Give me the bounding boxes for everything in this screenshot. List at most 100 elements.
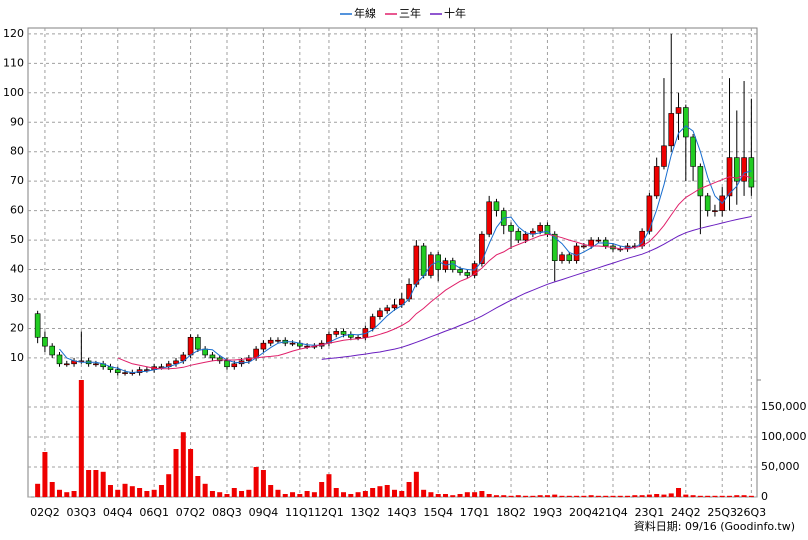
candle-body bbox=[646, 195, 653, 232]
y-tick-label: 50 bbox=[10, 233, 24, 246]
x-tick-label: 14Q3 bbox=[387, 506, 417, 519]
candle-body bbox=[231, 363, 238, 368]
x-tick-label: 06Q1 bbox=[139, 506, 169, 519]
volume-bar bbox=[137, 488, 143, 497]
x-tick-label: 02Q2 bbox=[30, 506, 60, 519]
volume-bar bbox=[617, 495, 623, 497]
volume-bar bbox=[180, 432, 186, 497]
candle-body bbox=[522, 233, 529, 241]
candle-body bbox=[486, 201, 492, 235]
candle-body bbox=[479, 233, 485, 264]
y-tick-label: 60 bbox=[10, 204, 24, 217]
x-tick-label: 09Q4 bbox=[249, 506, 279, 519]
y-tick-label: 20 bbox=[10, 321, 24, 334]
candle-body bbox=[413, 245, 420, 285]
volume-bar bbox=[748, 495, 754, 497]
x-tick-label: 24Q2 bbox=[671, 506, 701, 519]
candle-body bbox=[384, 307, 391, 312]
volume-bar bbox=[508, 495, 514, 497]
volume-bar bbox=[362, 491, 368, 497]
candle-body bbox=[93, 363, 99, 366]
y2-tick-label: 0 bbox=[761, 490, 768, 503]
volume-bar bbox=[464, 492, 470, 497]
volume-bar bbox=[326, 474, 332, 497]
candle-body bbox=[202, 348, 208, 356]
candle-body bbox=[741, 157, 747, 182]
candle-body bbox=[588, 239, 594, 247]
volume-bar bbox=[515, 495, 521, 497]
volume-bar bbox=[224, 494, 230, 497]
volume-bar bbox=[173, 449, 179, 497]
volume-bar bbox=[56, 489, 62, 497]
volume-bar bbox=[472, 492, 478, 497]
volume-bar bbox=[341, 492, 347, 497]
volume-bar bbox=[290, 492, 296, 497]
volume-bar bbox=[435, 494, 441, 497]
volume-bar bbox=[231, 488, 237, 497]
volume-bar bbox=[275, 489, 281, 497]
candle-body bbox=[377, 310, 383, 317]
volume-bar bbox=[319, 482, 325, 497]
candle-body bbox=[537, 225, 543, 232]
volume-bar bbox=[734, 495, 740, 497]
volume-bar bbox=[399, 491, 405, 497]
ma-line bbox=[321, 216, 752, 360]
volume-bar bbox=[705, 495, 711, 497]
volume-bar bbox=[428, 492, 434, 497]
volume-bar bbox=[268, 485, 274, 497]
candle-body bbox=[260, 342, 267, 350]
volume-bar bbox=[129, 486, 135, 497]
volume-bar bbox=[348, 494, 354, 497]
x-tick-label: 15Q4 bbox=[423, 506, 453, 519]
volume-bar bbox=[333, 488, 339, 497]
volume-bar bbox=[122, 483, 128, 497]
volume-bar bbox=[115, 489, 121, 497]
candle-body bbox=[224, 360, 230, 368]
volume-bar bbox=[486, 494, 492, 497]
candle-body bbox=[246, 357, 252, 362]
candle-body bbox=[697, 166, 704, 197]
volume-bar bbox=[217, 492, 223, 497]
candle-body bbox=[216, 357, 223, 362]
x-tick-label: 19Q3 bbox=[533, 506, 563, 519]
volume-bar bbox=[100, 471, 106, 497]
volume-bar bbox=[406, 482, 412, 497]
y-tick-label: 40 bbox=[10, 263, 24, 276]
candle-body bbox=[49, 345, 56, 356]
volume-bar bbox=[544, 495, 550, 497]
candle-body bbox=[122, 372, 128, 374]
x-tick-label: 08Q3 bbox=[212, 506, 242, 519]
volume-bar bbox=[625, 495, 631, 497]
volume-bar bbox=[209, 491, 215, 497]
volume-bar bbox=[78, 380, 84, 497]
candle-body bbox=[712, 210, 718, 212]
y2-tick-label: 100,000 bbox=[761, 430, 807, 443]
volume-bar bbox=[493, 495, 499, 497]
volume-bar bbox=[304, 491, 310, 497]
volume-bar bbox=[86, 470, 92, 497]
x-tick-label: 21Q4 bbox=[598, 506, 628, 519]
candle-body bbox=[551, 233, 558, 262]
volume-bar bbox=[661, 494, 667, 497]
volume-bar bbox=[719, 495, 725, 497]
x-tick-label: 17Q1 bbox=[460, 506, 490, 519]
y-tick-label: 30 bbox=[10, 292, 24, 305]
volume-bar bbox=[537, 495, 543, 497]
volume-bar bbox=[107, 485, 113, 497]
volume-bar bbox=[188, 449, 194, 497]
volume-bar bbox=[457, 494, 463, 497]
volume-bar bbox=[253, 467, 259, 497]
x-tick-label: 03Q3 bbox=[67, 506, 97, 519]
y-tick-label: 110 bbox=[3, 56, 24, 69]
volume-bar bbox=[166, 474, 172, 497]
volume-bar bbox=[71, 491, 77, 497]
candle-body bbox=[369, 316, 376, 329]
volume-bar bbox=[49, 482, 55, 497]
volume-bar bbox=[697, 495, 703, 497]
volume-bar bbox=[450, 495, 456, 497]
candle-body bbox=[195, 336, 201, 350]
volume-bar bbox=[239, 491, 245, 497]
candle-body bbox=[362, 328, 369, 338]
candle-body bbox=[668, 113, 675, 147]
volume-bar bbox=[151, 489, 157, 497]
